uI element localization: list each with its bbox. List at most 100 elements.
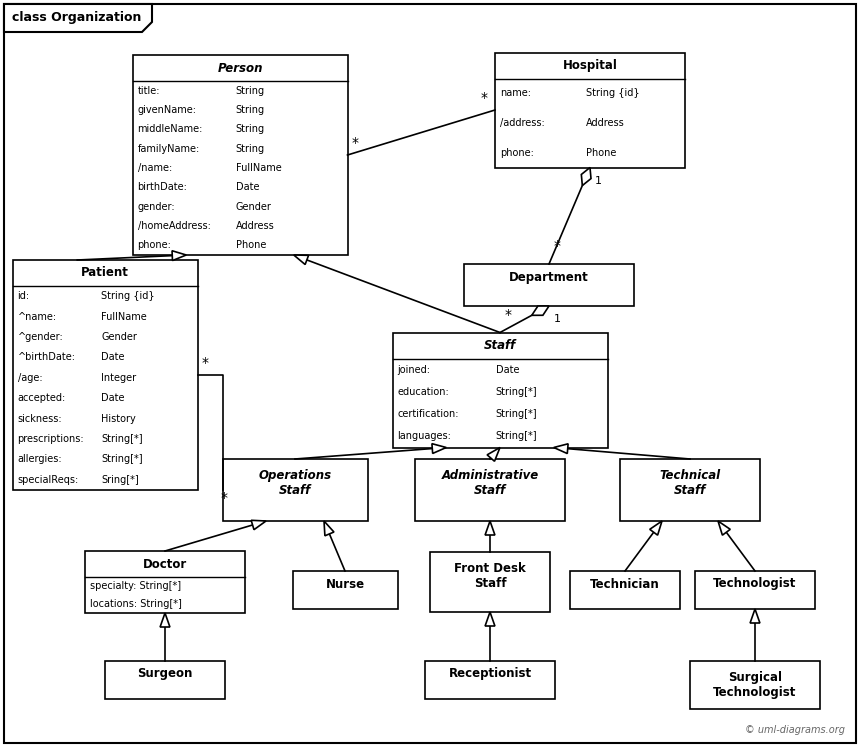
Polygon shape (750, 609, 760, 623)
Bar (695, 571, 815, 609)
Text: specialReqs:: specialReqs: (17, 475, 79, 485)
Bar (132, 55, 347, 255)
Text: Phone: Phone (587, 148, 617, 158)
Text: Date: Date (101, 393, 125, 403)
Bar (495, 52, 685, 167)
Bar (223, 459, 367, 521)
Bar (13, 260, 198, 490)
Text: allergies:: allergies: (17, 454, 62, 465)
Text: ^name:: ^name: (17, 311, 57, 322)
Polygon shape (172, 251, 187, 261)
Polygon shape (718, 521, 730, 535)
Text: *: * (220, 491, 228, 505)
Text: Hospital: Hospital (562, 59, 617, 72)
Text: String[*]: String[*] (101, 434, 143, 444)
Polygon shape (160, 613, 170, 627)
Text: Surgeon: Surgeon (138, 668, 193, 681)
Polygon shape (251, 521, 266, 530)
Text: Gender: Gender (236, 202, 272, 211)
Text: name:: name: (500, 88, 531, 99)
Polygon shape (485, 612, 494, 626)
Text: ^gender:: ^gender: (17, 332, 64, 342)
Text: Operations
Staff: Operations Staff (259, 469, 332, 497)
Text: String[*]: String[*] (495, 431, 538, 441)
Text: 1: 1 (554, 314, 561, 324)
Text: birthDate:: birthDate: (138, 182, 187, 192)
Text: Phone: Phone (236, 241, 266, 250)
Polygon shape (487, 447, 500, 462)
Text: /age:: /age: (17, 373, 42, 382)
Text: Gender: Gender (101, 332, 138, 342)
Text: String: String (236, 105, 265, 115)
Text: Date: Date (236, 182, 259, 192)
Text: certification:: certification: (397, 409, 459, 419)
Bar (105, 661, 225, 699)
Text: String: String (236, 143, 265, 154)
Text: Patient: Patient (81, 267, 129, 279)
Text: gender:: gender: (138, 202, 175, 211)
Text: prescriptions:: prescriptions: (17, 434, 84, 444)
Text: *: * (554, 239, 561, 253)
Polygon shape (650, 521, 662, 535)
Polygon shape (4, 4, 152, 32)
Text: Technician: Technician (590, 577, 660, 590)
Text: Doctor: Doctor (143, 557, 187, 571)
Polygon shape (554, 444, 568, 453)
Text: Surgical
Technologist: Surgical Technologist (713, 671, 796, 699)
Text: FullName: FullName (101, 311, 147, 322)
Text: phone:: phone: (500, 148, 534, 158)
Text: String: String (236, 86, 265, 96)
Text: *: * (481, 91, 488, 105)
Bar (620, 459, 760, 521)
Text: class Organization: class Organization (12, 11, 141, 25)
Text: FullName: FullName (236, 163, 281, 173)
Text: phone:: phone: (138, 241, 171, 250)
Bar (570, 571, 680, 609)
Text: Staff: Staff (484, 339, 516, 352)
Text: String {id}: String {id} (101, 291, 155, 301)
Text: *: * (352, 136, 359, 150)
Text: /homeAddress:: /homeAddress: (138, 221, 211, 231)
Text: familyName:: familyName: (138, 143, 200, 154)
Bar (464, 264, 634, 306)
Text: /name:: /name: (138, 163, 172, 173)
Text: Address: Address (236, 221, 274, 231)
Bar (690, 661, 820, 709)
Polygon shape (531, 306, 549, 315)
Text: joined:: joined: (397, 365, 431, 375)
Polygon shape (581, 167, 591, 185)
Text: middleName:: middleName: (138, 124, 203, 134)
Text: Department: Department (509, 270, 589, 284)
Text: Date: Date (101, 353, 125, 362)
Text: String[*]: String[*] (101, 454, 143, 465)
Bar (425, 661, 555, 699)
Text: givenName:: givenName: (138, 105, 196, 115)
Text: sickness:: sickness: (17, 414, 62, 424)
Bar (430, 552, 550, 612)
Text: accepted:: accepted: (17, 393, 65, 403)
Text: Date: Date (495, 365, 519, 375)
Text: Address: Address (587, 118, 625, 128)
Text: specialty: String[*]: specialty: String[*] (90, 581, 181, 591)
Bar (392, 332, 607, 447)
Text: String[*]: String[*] (495, 387, 538, 397)
Text: Sring[*]: Sring[*] (101, 475, 139, 485)
Text: History: History (101, 414, 136, 424)
Text: Front Desk
Staff: Front Desk Staff (454, 562, 525, 590)
Text: Administrative
Staff: Administrative Staff (441, 469, 538, 497)
Polygon shape (324, 521, 334, 536)
Bar (85, 551, 245, 613)
Bar (415, 459, 565, 521)
Text: Technologist: Technologist (713, 577, 796, 590)
Text: Person: Person (218, 61, 263, 75)
Text: /address:: /address: (500, 118, 544, 128)
Text: languages:: languages: (397, 431, 452, 441)
Text: Integer: Integer (101, 373, 137, 382)
Text: String {id}: String {id} (587, 88, 640, 99)
Polygon shape (485, 521, 494, 535)
Text: Technical
Staff: Technical Staff (660, 469, 721, 497)
Polygon shape (432, 444, 446, 453)
Text: education:: education: (397, 387, 449, 397)
Text: id:: id: (17, 291, 29, 301)
Text: *: * (201, 356, 208, 370)
